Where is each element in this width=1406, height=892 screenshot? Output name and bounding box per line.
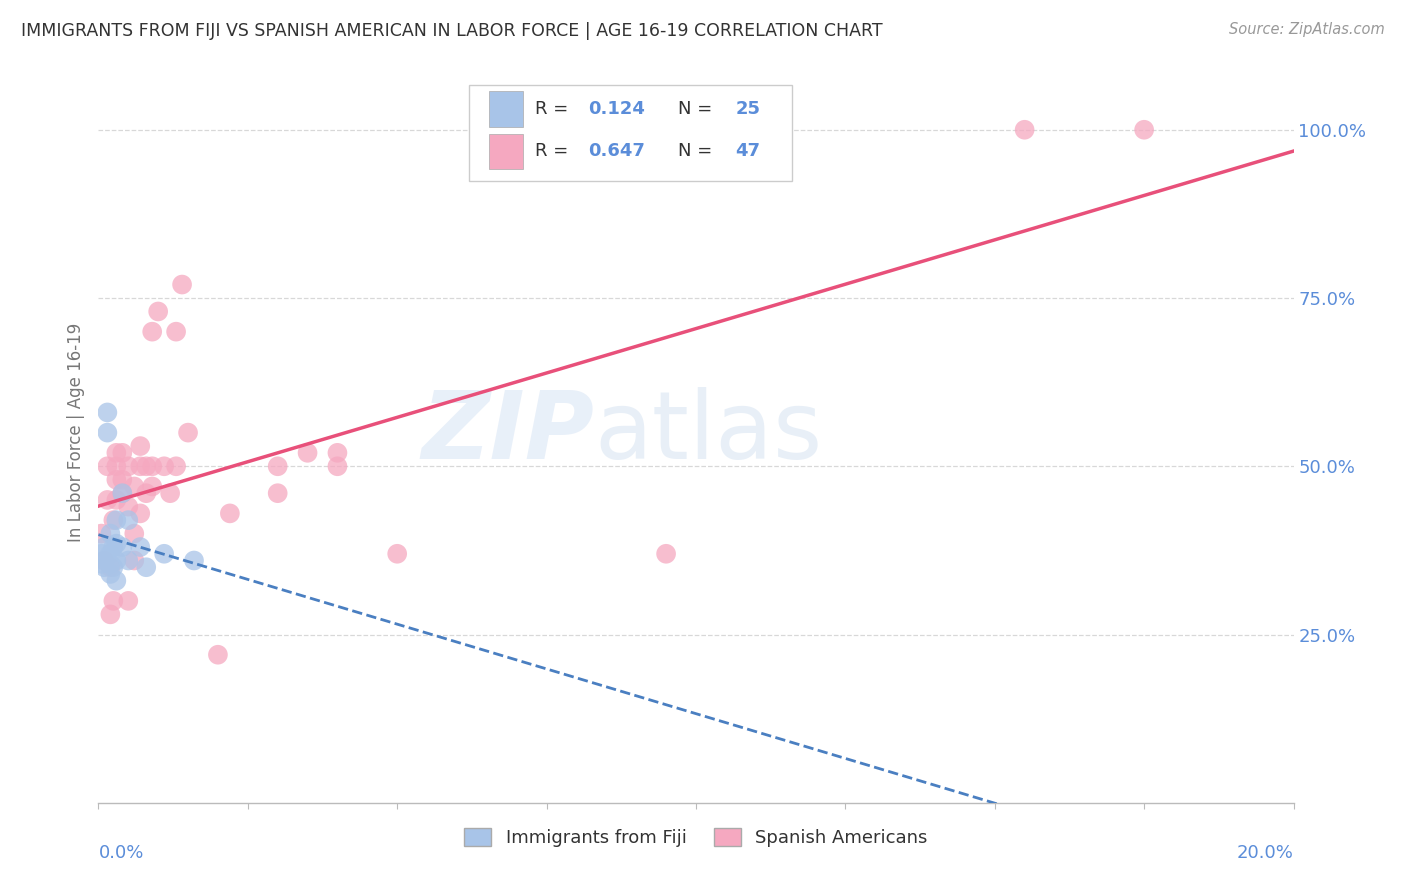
Point <box>219 507 242 521</box>
Point <box>96 405 118 419</box>
Text: 0.124: 0.124 <box>589 100 645 118</box>
Point <box>93 553 115 567</box>
Point <box>105 492 128 507</box>
Point <box>172 277 194 292</box>
Point <box>141 325 163 339</box>
Point <box>165 325 187 339</box>
Point <box>105 553 128 567</box>
Point <box>98 557 122 571</box>
Point <box>105 446 128 460</box>
Text: atlas: atlas <box>595 386 823 479</box>
Point <box>135 486 157 500</box>
Y-axis label: In Labor Force | Age 16-19: In Labor Force | Age 16-19 <box>66 323 84 542</box>
Point <box>93 560 115 574</box>
Point <box>96 459 118 474</box>
Point <box>124 479 146 493</box>
Point <box>141 459 163 474</box>
Text: 0.647: 0.647 <box>589 143 645 161</box>
Point <box>267 486 290 500</box>
Point <box>93 540 115 554</box>
Point <box>98 560 122 574</box>
Text: 0.0%: 0.0% <box>98 844 143 862</box>
Point <box>98 607 122 622</box>
Point <box>177 425 200 440</box>
Point <box>96 492 118 507</box>
Point <box>98 526 122 541</box>
Legend: Immigrants from Fiji, Spanish Americans: Immigrants from Fiji, Spanish Americans <box>457 821 935 855</box>
Text: IMMIGRANTS FROM FIJI VS SPANISH AMERICAN IN LABOR FORCE | AGE 16-19 CORRELATION : IMMIGRANTS FROM FIJI VS SPANISH AMERICAN… <box>21 22 883 40</box>
Text: 47: 47 <box>735 143 761 161</box>
Point <box>111 486 134 500</box>
Text: R =: R = <box>534 143 574 161</box>
Point <box>1133 122 1156 136</box>
Point <box>326 459 349 474</box>
Point <box>103 560 125 574</box>
Point <box>148 304 170 318</box>
Text: 20.0%: 20.0% <box>1237 844 1294 862</box>
Point <box>326 446 349 460</box>
Point <box>111 486 134 500</box>
Point <box>124 526 146 541</box>
Point <box>183 553 205 567</box>
Point <box>90 547 112 561</box>
Point <box>117 459 139 474</box>
Point <box>267 459 290 474</box>
Point <box>124 553 146 567</box>
Point <box>103 594 125 608</box>
Point <box>165 459 187 474</box>
Point <box>129 459 152 474</box>
Point <box>117 500 139 514</box>
Point <box>129 439 152 453</box>
Point <box>103 513 125 527</box>
Text: Source: ZipAtlas.com: Source: ZipAtlas.com <box>1229 22 1385 37</box>
Point <box>117 553 139 567</box>
Point <box>207 648 229 662</box>
Point <box>111 446 134 460</box>
Point <box>135 459 157 474</box>
Point <box>105 473 128 487</box>
Point <box>129 507 152 521</box>
Point <box>153 547 176 561</box>
Point <box>111 540 134 554</box>
Point <box>655 547 678 561</box>
Text: N =: N = <box>678 100 718 118</box>
Point <box>111 473 134 487</box>
Text: N =: N = <box>678 143 718 161</box>
Point <box>117 594 139 608</box>
Point <box>96 425 118 440</box>
Point <box>1014 122 1036 136</box>
Point <box>105 513 128 527</box>
Point <box>103 540 125 554</box>
Point <box>105 574 128 588</box>
Point <box>135 560 157 574</box>
Point <box>105 536 128 550</box>
Point <box>153 459 176 474</box>
Point <box>98 547 122 561</box>
Point <box>117 513 139 527</box>
Point <box>159 486 181 500</box>
Point <box>385 547 409 561</box>
FancyBboxPatch shape <box>489 134 523 169</box>
FancyBboxPatch shape <box>489 91 523 127</box>
Point <box>90 557 112 571</box>
Text: R =: R = <box>534 100 574 118</box>
Text: ZIP: ZIP <box>422 386 595 479</box>
Point <box>98 566 122 581</box>
Point <box>297 446 319 460</box>
Point <box>90 526 112 541</box>
Text: 25: 25 <box>735 100 761 118</box>
FancyBboxPatch shape <box>470 85 792 181</box>
Point <box>93 553 115 567</box>
Point <box>129 540 152 554</box>
Point <box>105 459 128 474</box>
Point <box>141 479 163 493</box>
